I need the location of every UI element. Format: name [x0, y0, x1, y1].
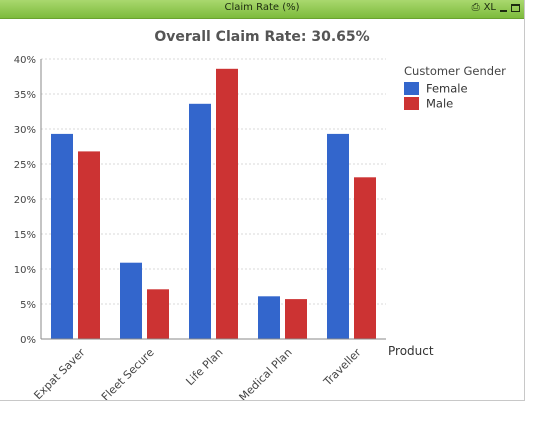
bar-male-medical-plan[interactable]	[285, 299, 307, 339]
y-tick-label: 10%	[14, 265, 36, 276]
window-titlebar[interactable]: Claim Rate (%) ⎙ XL	[0, 0, 524, 19]
legend-swatch-female	[404, 82, 419, 95]
legend-label-male: Male	[426, 97, 453, 111]
bar-female-traveller[interactable]	[327, 133, 349, 339]
y-tick-label: 5%	[20, 300, 36, 311]
x-axis-label: Product	[388, 344, 434, 358]
bar-male-life-plan[interactable]	[216, 68, 238, 340]
bar-female-life-plan[interactable]	[189, 103, 211, 339]
y-axis: 0% 5% 10% 15% 20% 25% 30% 35% 40%	[14, 55, 42, 346]
x-tick-label: Fleet Secure	[99, 346, 157, 400]
bar-male-fleet-secure[interactable]	[147, 289, 169, 339]
y-tick-label: 0%	[20, 335, 36, 346]
y-tick-label: 35%	[14, 90, 36, 101]
legend-swatch-male	[404, 97, 419, 110]
bar-female-expat-saver[interactable]	[51, 133, 73, 339]
bar-female-fleet-secure[interactable]	[120, 262, 142, 339]
y-tick-label: 40%	[14, 55, 36, 66]
window-controls: ⎙ XL	[472, 2, 520, 14]
bar-chart: Overall Claim Rate: 30.65% 0% 5% 10% 15% 20%…	[14, 29, 506, 400]
x-tick-label: Traveller	[320, 346, 364, 390]
chart-title: Overall Claim Rate: 30.65%	[154, 29, 369, 45]
bar-male-expat-saver[interactable]	[78, 151, 100, 339]
legend-title: Customer Gender	[404, 64, 506, 78]
bar-male-traveller[interactable]	[354, 177, 376, 339]
x-tick-label: Medical Plan	[237, 346, 295, 400]
y-tick-label: 25%	[14, 160, 36, 171]
chart-window: Claim Rate (%) ⎙ XL Overall Claim Rate: …	[0, 0, 525, 401]
x-tick-label: Expat Saver	[31, 346, 88, 400]
x-tick-label: Life Plan	[183, 346, 225, 388]
print-icon[interactable]: ⎙	[471, 2, 480, 13]
y-tick-label: 30%	[14, 125, 36, 136]
excel-export-button[interactable]: XL	[483, 2, 496, 13]
y-tick-label: 20%	[14, 195, 36, 206]
bar-female-medical-plan[interactable]	[258, 296, 280, 339]
minimize-icon[interactable]	[500, 4, 507, 12]
x-axis: Expat Saver Fleet Secure Life Plan Medical …	[31, 338, 386, 400]
window-title: Claim Rate (%)	[224, 2, 300, 13]
maximize-icon[interactable]	[511, 4, 520, 12]
bars	[51, 68, 376, 340]
y-tick-label: 15%	[14, 230, 36, 241]
legend-label-female: Female	[426, 82, 468, 96]
